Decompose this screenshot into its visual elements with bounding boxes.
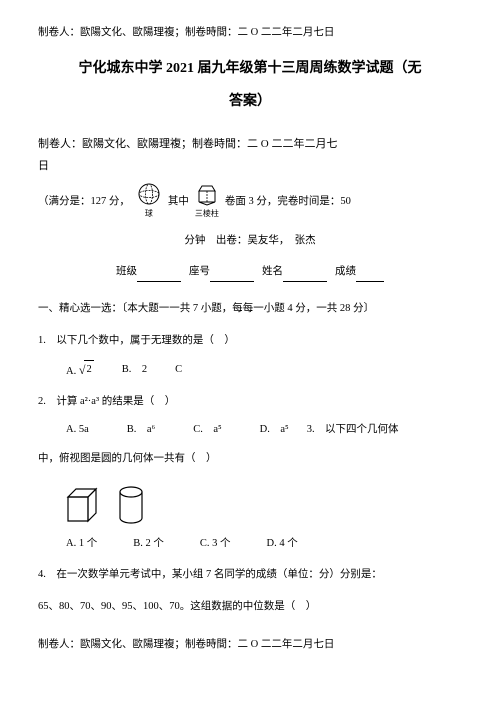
between-label: 其中 (168, 193, 189, 212)
q3-options: A. 1 个 B. 2 个 C. 3 个 D. 4 个 (66, 535, 462, 554)
maker-line-1: 制卷人：歐陽文化、歐陽理複；制卷時間：二 O 二二年二月七 (38, 132, 462, 156)
q2-opt-a: A. 5a (66, 421, 89, 440)
shapes-row (62, 485, 462, 525)
score-line: （满分是：127 分， 球 其中 三棱柱 卷面 3 分，完卷时间是：50 (38, 182, 462, 221)
maker-line-2: 日 (38, 154, 462, 178)
q2-opt-d: D. a⁵ (260, 421, 289, 440)
q1-opt-c: C (175, 361, 182, 380)
sphere-label: 球 (145, 207, 153, 221)
title-line-1: 宁化城东中学 2021 届九年级第十三周周练数学试题（无 (38, 55, 462, 83)
score-prefix: （满分是：127 分， (38, 193, 130, 212)
q1-options: A. √2 B. 2 C (66, 360, 462, 382)
q3-opt-a: A. 1 个 (66, 535, 97, 554)
prism-figure: 三棱柱 (195, 182, 219, 221)
label-class: 班级 (116, 266, 137, 277)
question-3-line2: 中，俯视图是圆的几何体一共有（ ） (38, 447, 462, 470)
cylinder-icon (116, 485, 146, 525)
blank-name[interactable] (283, 270, 327, 282)
q2-opt-b: B. a⁶ (127, 421, 155, 440)
sqrt-icon: √2 (79, 360, 94, 382)
q3-opt-b: B. 2 个 (133, 535, 164, 554)
prism-label: 三棱柱 (195, 207, 219, 221)
blank-seat[interactable] (210, 270, 254, 282)
section-1-title: 一、精心选一选：〔本大题一一共 7 小题，每每一小题 4 分，一共 28 分〕 (38, 300, 462, 319)
q2-options: A. 5a B. a⁶ C. a⁵ D. a⁵ 3. 以下四个几何体 (66, 421, 462, 440)
sphere-figure: 球 (136, 182, 162, 221)
question-1: 1. 以下几个数中，属于无理数的是（ ） (38, 329, 462, 352)
label-seat: 座号 (189, 266, 210, 277)
label-score: 成绩 (335, 266, 356, 277)
q1-opt-b: B. 2 (122, 361, 147, 380)
title-line-2: 答案） (38, 89, 462, 114)
sphere-icon (136, 182, 162, 206)
q1-opt-a: A. √2 (66, 360, 94, 382)
q1-a-label: A. (66, 366, 76, 377)
label-name: 姓名 (262, 266, 283, 277)
q3-opt-c: C. 3 个 (200, 535, 231, 554)
question-4-line2: 65、80、70、90、95、100、70。这组数据的中位数是（ ） (38, 595, 462, 618)
time-line: 分钟 出卷：吴友华， 张杰 (38, 232, 462, 251)
blank-class[interactable] (137, 270, 181, 282)
form-line: 班级 座号 姓名 成绩 (38, 263, 462, 282)
cube-icon (62, 485, 102, 525)
question-4-line1: 4. 在一次数学单元考试中，某小组 7 名同学的成绩（单位：分）分别是： (38, 563, 462, 586)
sqrt-arg: 2 (84, 360, 93, 380)
score-suffix: 卷面 3 分，完卷时间是：50 (225, 193, 351, 212)
question-2: 2. 计算 a²·a³ 的结果是（ ） (38, 390, 462, 413)
header-credit: 制卷人：歐陽文化、歐陽理複；制卷時間：二 O 二二年二月七日 (38, 24, 462, 43)
prism-icon (196, 182, 218, 206)
q2-opt-c: C. a⁵ (193, 421, 221, 440)
q3-opt-d: D. 4 个 (267, 535, 298, 554)
footer-credit: 制卷人：歐陽文化、歐陽理複；制卷時間：二 O 二二年二月七日 (38, 636, 462, 655)
blank-score[interactable] (356, 270, 384, 282)
question-3-suffix: 3. 以下四个几何体 (307, 421, 399, 440)
